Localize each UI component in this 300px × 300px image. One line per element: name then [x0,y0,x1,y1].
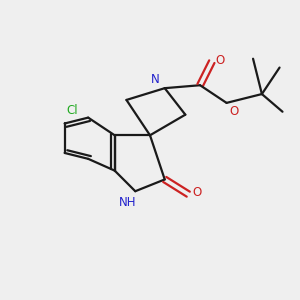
Text: O: O [192,186,201,199]
Text: Cl: Cl [66,104,78,117]
Text: O: O [215,54,225,67]
Text: O: O [229,105,239,118]
Text: NH: NH [119,196,137,209]
Text: N: N [151,74,160,86]
